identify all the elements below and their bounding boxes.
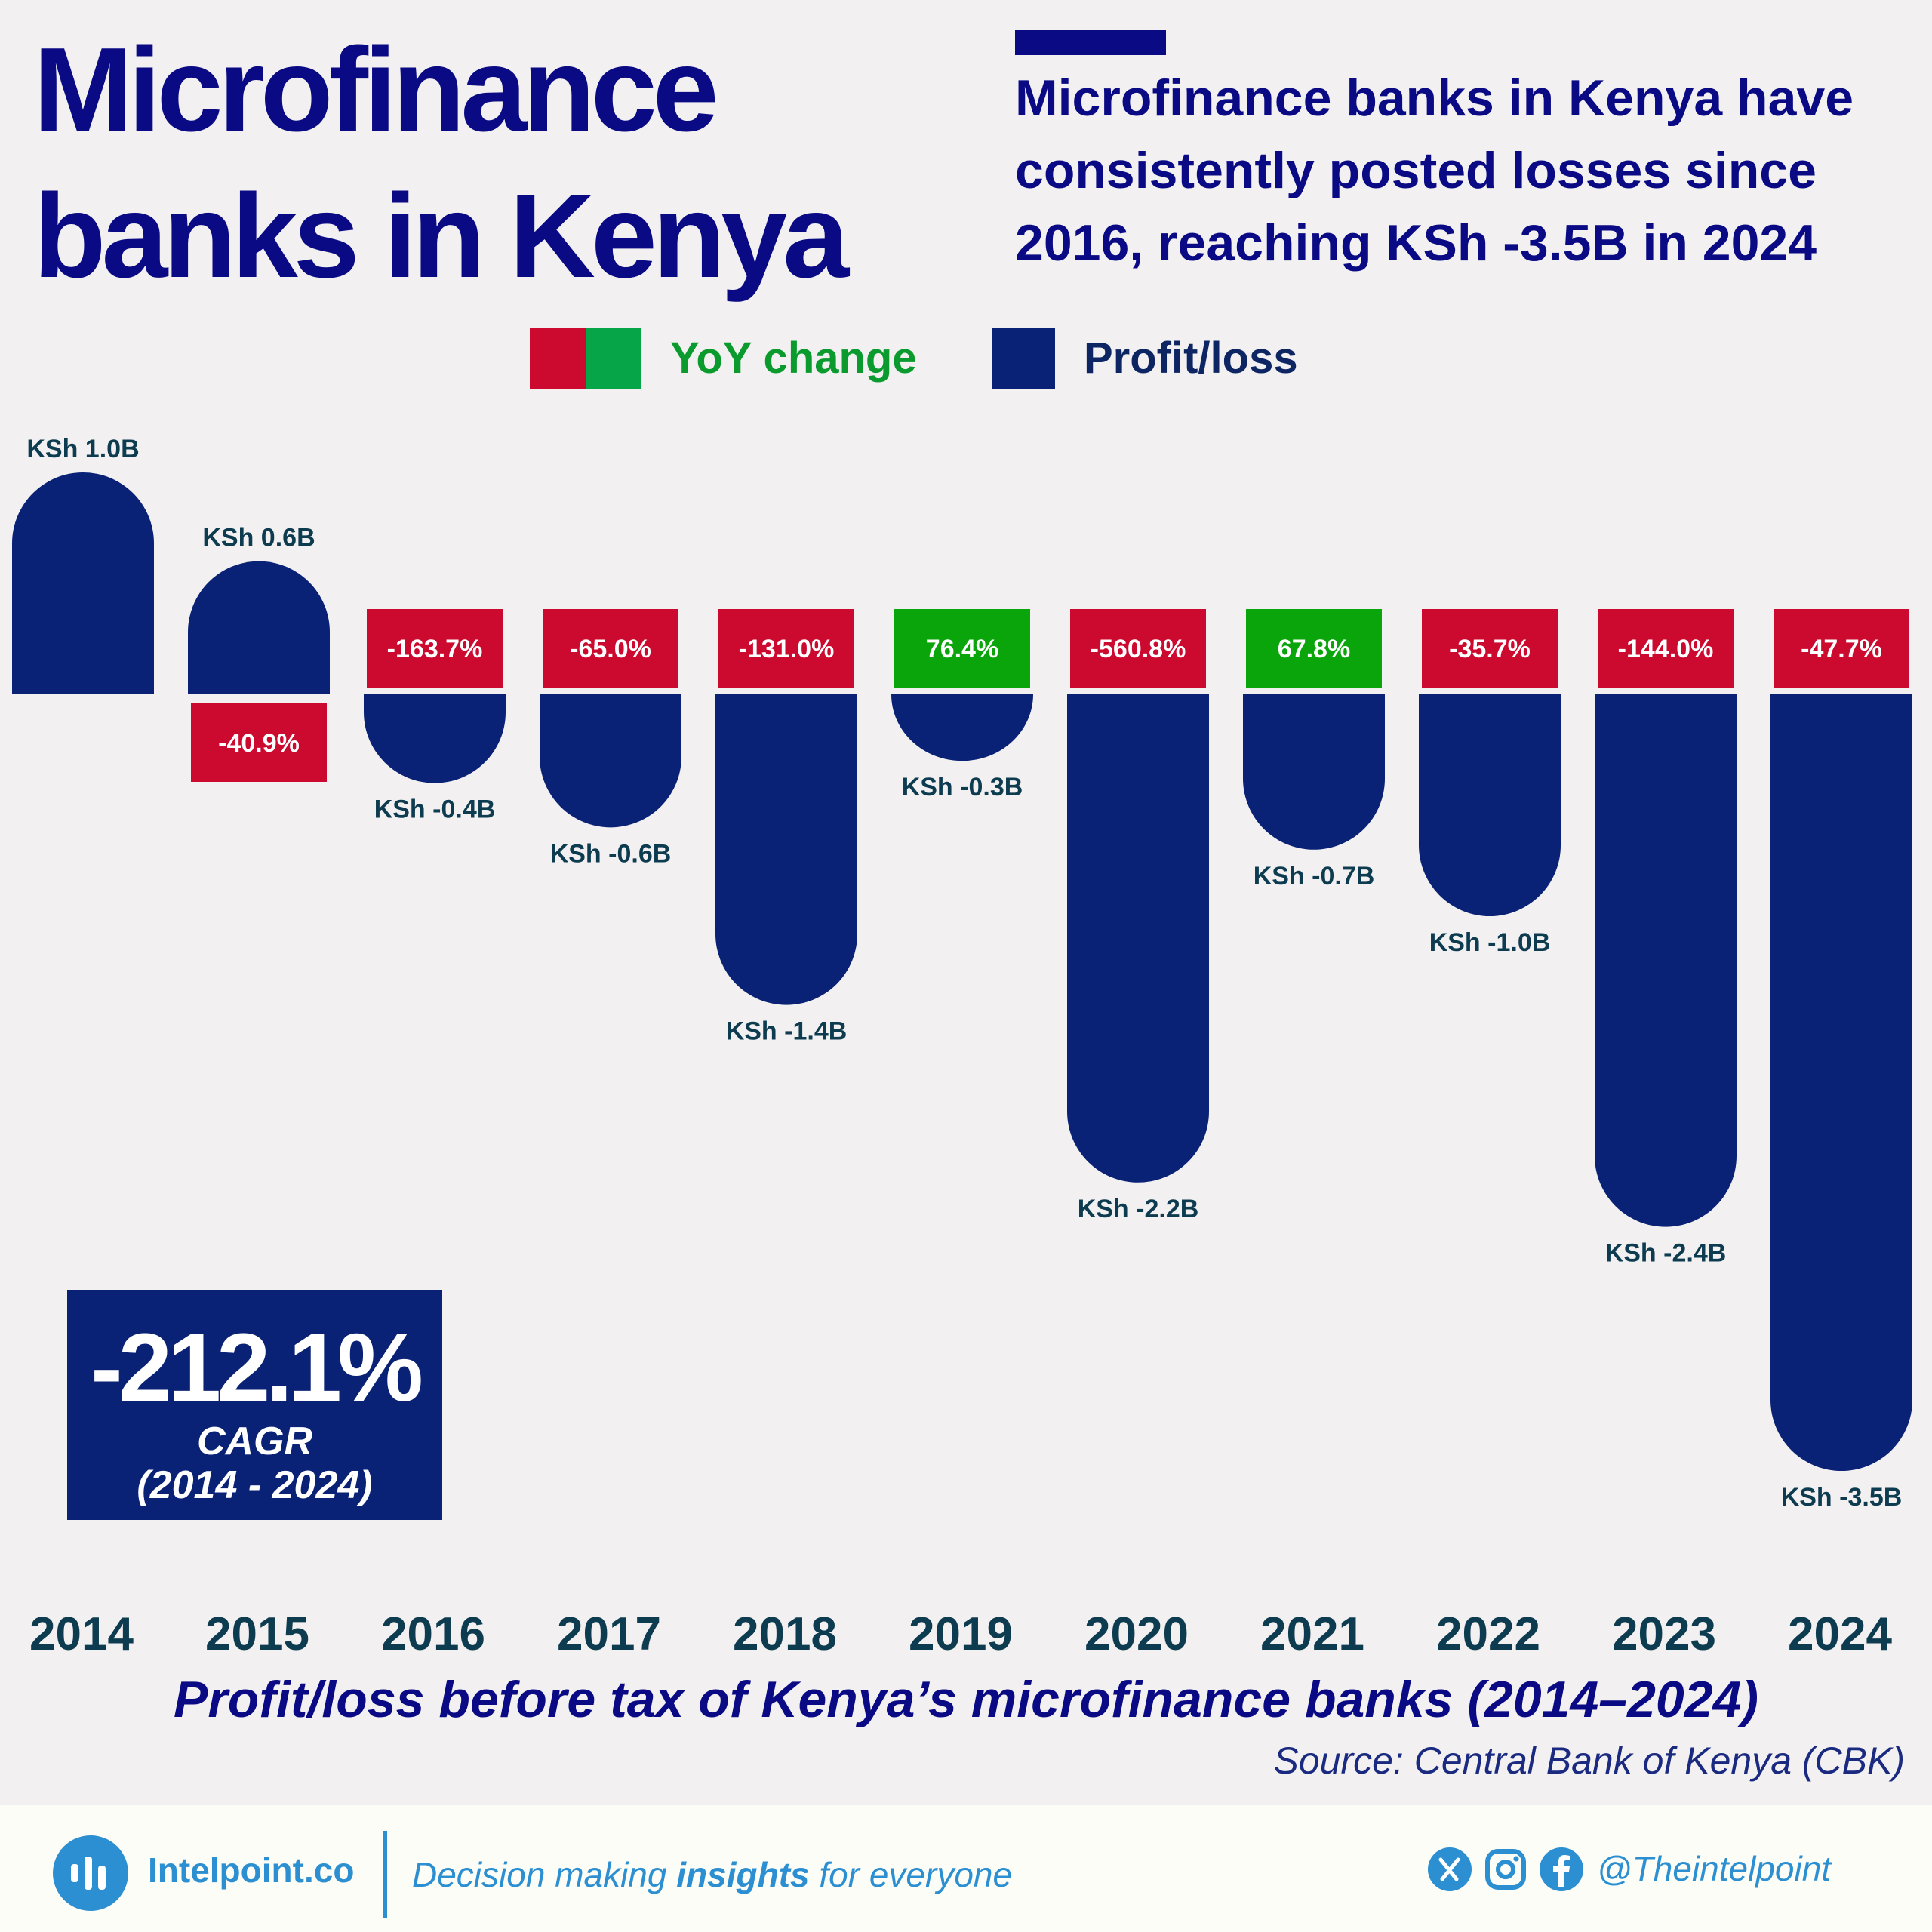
profit-loss-chart: KSh 1.0B 2014 KSh 0.6B -40.9% 2015 KSh -0.4B -… [12,435,1912,1660]
yoy-badge-2024 [1774,609,1909,688]
yoy-label-2019: 76.4% [926,635,998,663]
yoy-badge-2021 [1246,609,1382,688]
yoy-badge-2016 [367,609,503,688]
x-tick-2018: 2018 [733,1608,837,1660]
cagr-label: CAGR [196,1420,313,1463]
bar-2016 [364,694,506,783]
value-label-2017: KSh -0.6B [550,839,672,868]
value-label-2022: KSh -1.0B [1429,928,1551,957]
bar-2015 [188,561,330,694]
x-tick-2024: 2024 [1788,1608,1892,1660]
bar-2017 [540,694,681,828]
footer-divider [383,1831,387,1918]
legend: YoY change Profit/loss [0,328,1932,391]
legend-swatch-positive [586,328,641,389]
value-label-2018: KSh -1.4B [726,1017,848,1046]
x-tick-2022: 2022 [1436,1608,1540,1660]
value-label-2021: KSh -0.7B [1254,862,1375,891]
yoy-badge-2019 [894,609,1030,688]
value-label-2024: KSh -3.5B [1781,1483,1903,1512]
cagr-box: -212.1% CAGR (2014 - 2024) [67,1290,442,1520]
x-tick-2020: 2020 [1084,1608,1189,1660]
instagram-icon[interactable] [1484,1847,1527,1891]
bar-2023 [1595,694,1737,1227]
legend-swatch-profit [992,328,1055,389]
yoy-label-2024: -47.7% [1801,635,1882,663]
yoy-label-2023: -144.0% [1618,635,1714,663]
yoy-label-2017: -65.0% [570,635,651,663]
yoy-badge-2022 [1422,609,1558,688]
bar-2018 [715,694,857,1005]
legend-label-yoy: YoY change [670,334,917,383]
yoy-badge-2023 [1598,609,1734,688]
yoy-label-2018: -131.0% [739,635,835,663]
x-tick-2021: 2021 [1260,1608,1364,1660]
accent-bar [1015,30,1166,55]
x-tick-2015: 2015 [205,1608,309,1660]
value-label-2023: KSh -2.4B [1605,1239,1727,1268]
x-tick-2017: 2017 [557,1608,661,1660]
legend-label-profit: Profit/loss [1084,334,1298,383]
value-label-2019: KSh -0.3B [902,773,1023,801]
cagr-value: -212.1% [91,1314,423,1422]
chart-caption: Profit/loss before tax of Kenya’s microf… [173,1671,1759,1728]
yoy-label-2016: -163.7% [387,635,483,663]
social-handle: @Theintelpoint [1597,1849,1832,1888]
bar-2022 [1419,694,1561,916]
brand-name: Intelpoint.co [148,1850,355,1890]
bar-2024 [1770,694,1912,1471]
value-label-2020: KSh -2.2B [1078,1195,1199,1223]
x-tick-2019: 2019 [909,1608,1013,1660]
cagr-period: (2014 - 2024) [137,1463,373,1507]
x-tick-2014: 2014 [29,1608,134,1660]
facebook-icon[interactable] [1540,1847,1583,1891]
yoy-label-2021: 67.8% [1278,635,1350,663]
yoy-label-2020: -560.8% [1091,635,1186,663]
value-label-2016: KSh -0.4B [374,795,496,824]
x-tick-2016: 2016 [381,1608,485,1660]
subtitle: Microfinance banks in Kenya have consist… [1015,69,1854,272]
yoy-badge-2018 [718,609,854,688]
source-note: Source: Central Bank of Kenya (CBK) [1273,1740,1906,1782]
x-tick-2023: 2023 [1612,1608,1716,1660]
value-label-2014: KSh 1.0B [26,435,139,463]
tagline: Decision making insights for everyone [412,1855,1013,1894]
yoy-badge-2020 [1070,609,1206,688]
x-icon[interactable] [1428,1847,1472,1891]
intelpoint-logo-icon [53,1835,128,1911]
yoy-badge-2017 [543,609,678,688]
bar-2021 [1243,694,1385,850]
footer: Intelpoint.co Decision making insights f… [0,1805,1932,1932]
yoy-label-2022: -35.7% [1449,635,1531,663]
yoy-badge-2015 [191,703,327,782]
page-title: Microfinance banks in Kenya [33,23,849,303]
legend-swatch-negative [530,328,586,389]
value-label-2015: KSh 0.6B [202,524,315,552]
bar-2019 [891,694,1033,761]
yoy-label-2015: -40.9% [218,729,300,758]
bar-2014 [12,472,154,694]
bar-2020 [1067,694,1209,1183]
